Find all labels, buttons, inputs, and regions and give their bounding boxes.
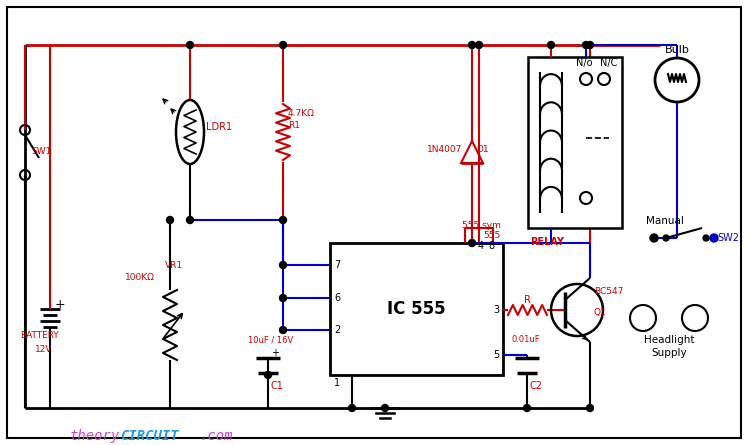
Text: SW2: SW2 bbox=[717, 233, 739, 243]
Text: theory: theory bbox=[70, 429, 120, 443]
Text: 2: 2 bbox=[334, 325, 340, 335]
Bar bbox=[528, 57, 622, 228]
Text: 555: 555 bbox=[484, 231, 501, 239]
Circle shape bbox=[586, 405, 593, 412]
Text: BC547: BC547 bbox=[594, 287, 623, 296]
Circle shape bbox=[186, 217, 194, 223]
Text: SW1: SW1 bbox=[31, 147, 52, 157]
Circle shape bbox=[710, 234, 718, 242]
Text: R1: R1 bbox=[288, 121, 300, 130]
Text: 12V: 12V bbox=[35, 345, 52, 355]
Text: +: + bbox=[271, 348, 279, 358]
Circle shape bbox=[381, 405, 388, 412]
Text: .com: .com bbox=[200, 429, 233, 443]
Bar bbox=[330, 243, 503, 375]
Circle shape bbox=[468, 41, 476, 49]
Text: BATTERY: BATTERY bbox=[20, 332, 59, 340]
Circle shape bbox=[663, 235, 669, 241]
Text: 1: 1 bbox=[334, 378, 340, 388]
Text: Manual: Manual bbox=[646, 216, 684, 226]
Text: D1: D1 bbox=[476, 146, 488, 154]
Text: 10uF / 16V: 10uF / 16V bbox=[248, 336, 293, 344]
Circle shape bbox=[265, 372, 272, 379]
Text: N/o: N/o bbox=[576, 58, 592, 68]
Circle shape bbox=[280, 327, 286, 333]
Text: 0.01uF: 0.01uF bbox=[512, 336, 541, 344]
Text: C1: C1 bbox=[271, 381, 284, 391]
Text: 7: 7 bbox=[334, 260, 340, 270]
Text: Supply: Supply bbox=[652, 348, 687, 358]
Text: Headlight: Headlight bbox=[644, 335, 694, 345]
Circle shape bbox=[280, 295, 286, 302]
Circle shape bbox=[524, 405, 530, 412]
Text: 1N4007: 1N4007 bbox=[427, 146, 462, 154]
Text: 4.7KΩ: 4.7KΩ bbox=[288, 109, 315, 118]
Circle shape bbox=[583, 41, 589, 49]
Text: 4: 4 bbox=[478, 241, 484, 251]
Text: 5: 5 bbox=[493, 350, 499, 360]
Circle shape bbox=[349, 405, 355, 412]
Circle shape bbox=[703, 235, 709, 241]
Text: Q1: Q1 bbox=[594, 307, 607, 316]
Text: Bulb: Bulb bbox=[664, 45, 690, 55]
Text: R: R bbox=[524, 295, 531, 305]
Text: IC 555: IC 555 bbox=[387, 300, 446, 318]
Text: N/C: N/C bbox=[601, 58, 618, 68]
Text: +: + bbox=[55, 299, 66, 312]
Circle shape bbox=[280, 217, 286, 223]
Text: RELAY: RELAY bbox=[530, 237, 564, 247]
Circle shape bbox=[468, 239, 476, 247]
Text: 555 sym: 555 sym bbox=[462, 221, 501, 230]
Text: 6: 6 bbox=[334, 293, 340, 303]
Circle shape bbox=[476, 41, 482, 49]
Text: CIRCUIT: CIRCUIT bbox=[120, 429, 179, 443]
Circle shape bbox=[280, 41, 286, 49]
Text: C2: C2 bbox=[530, 381, 543, 391]
Circle shape bbox=[650, 234, 658, 242]
Circle shape bbox=[186, 41, 194, 49]
Text: VR1: VR1 bbox=[165, 260, 183, 270]
Text: 3: 3 bbox=[493, 305, 499, 315]
Text: LDR1: LDR1 bbox=[206, 122, 232, 132]
Circle shape bbox=[548, 41, 554, 49]
Text: 100KΩ: 100KΩ bbox=[125, 272, 155, 282]
Circle shape bbox=[167, 217, 174, 223]
Circle shape bbox=[280, 262, 286, 268]
Circle shape bbox=[586, 41, 593, 49]
Text: 8: 8 bbox=[489, 241, 495, 251]
